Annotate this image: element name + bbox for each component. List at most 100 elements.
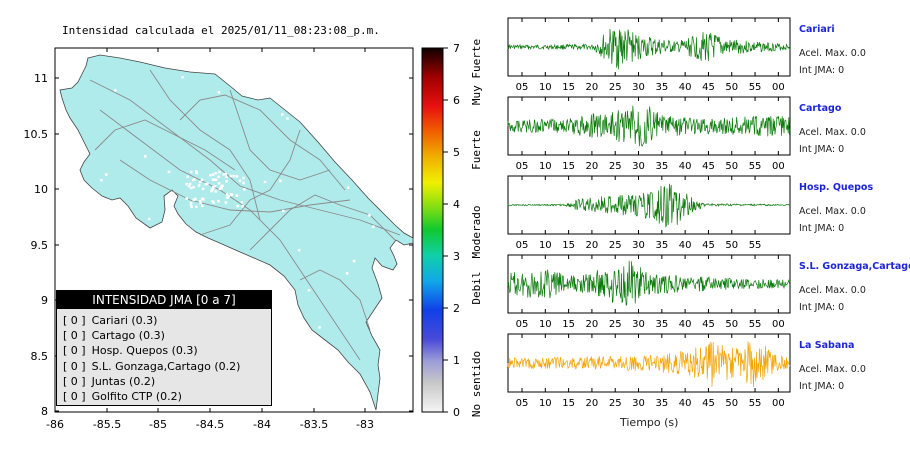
station-dot	[209, 173, 212, 177]
y-tick-label: 9.5	[31, 239, 49, 252]
legend-row-name: Cartago (0.3)	[91, 329, 165, 343]
station-dot	[214, 178, 218, 181]
time-tick-label: 45	[702, 319, 715, 330]
time-tick-label: 25	[609, 161, 622, 172]
colorbar-tick-label: 5	[453, 146, 460, 159]
time-tick-label: 30	[632, 82, 645, 93]
time-tick-label: 55	[749, 82, 762, 93]
legend-row-name: Cariari (0.3)	[91, 314, 158, 327]
station-dot	[187, 184, 191, 188]
station-dot	[238, 179, 242, 183]
seismogram-panel: 05 10 15 20 25 30 35 40 45 50 55 00	[507, 333, 791, 409]
colorbar-level-label: Muy Fuerte	[470, 39, 483, 105]
waveform-trace	[507, 341, 791, 388]
legend-row: [ 0 ] S.L. Gonzaga,Cartago (0.2)	[63, 359, 271, 374]
time-tick-label: 15	[562, 398, 575, 409]
y-tick-label: 8	[41, 405, 48, 418]
time-tick-label: 55	[749, 398, 762, 409]
station-dot	[148, 217, 151, 221]
station-dot	[213, 184, 217, 188]
map-title: Intensidad calculada el 2025/01/11_08:23…	[62, 24, 380, 37]
time-tick-label: 50	[725, 319, 738, 330]
time-tick-label: 35	[655, 398, 668, 409]
time-tick-label: 40	[679, 319, 692, 330]
station-dot	[372, 225, 375, 228]
seismogram-panel: 05 10 15 20 25 30 35 40 45 50 55 00	[507, 17, 791, 93]
station-dot	[221, 184, 224, 187]
station-dot	[307, 289, 311, 292]
road-line	[119, 159, 351, 213]
station-dot	[195, 171, 198, 174]
legend-row: [ 0 ] Hosp. Quepos (0.3)	[63, 343, 271, 358]
seismogram-panel: 05 10 15 20 25 30 35 40 45 50 55 00	[507, 96, 791, 172]
waveform-trace	[507, 260, 791, 307]
station-dot	[225, 175, 228, 179]
time-tick-label: 20	[586, 161, 599, 172]
x-tick-label: -83.5	[300, 418, 328, 431]
road-line	[229, 89, 331, 181]
station-accel: Acel. Max. 0.0	[799, 127, 866, 138]
time-tick-label: 35	[655, 161, 668, 172]
station-dot	[218, 170, 221, 174]
time-tick-label: 45	[702, 398, 715, 409]
time-tick-label: 00	[772, 161, 785, 172]
station-dot	[143, 254, 146, 257]
station-dot	[114, 89, 117, 92]
station-jma: Int JMA: 0	[799, 144, 845, 155]
station-dot	[263, 180, 267, 184]
station-dot	[240, 200, 244, 204]
legend-row: [ 0 ] Cartago (0.3)	[63, 328, 271, 343]
station-dot	[345, 272, 349, 275]
road-line	[149, 69, 261, 221]
time-tick-label: 10	[539, 161, 552, 172]
station-dot	[201, 187, 205, 191]
time-tick-label: 30	[632, 398, 645, 409]
colorbar-ticks: 0 1 2 3 4 5 6 7	[443, 42, 460, 419]
station-dot	[297, 248, 301, 252]
time-tick-label: 25	[609, 319, 622, 330]
station-dot	[330, 119, 334, 123]
station-dot	[214, 190, 217, 193]
station-dot	[189, 203, 193, 206]
legend-row: [ 0 ] Cariari (0.3)	[63, 313, 271, 328]
station-dot	[210, 189, 213, 193]
station-dot	[225, 193, 229, 196]
station-dot	[204, 182, 207, 186]
time-tick-label: 35	[655, 240, 668, 251]
time-tick-label: 45	[702, 161, 715, 172]
station-dot	[274, 302, 277, 305]
x-tick-label: -84.5	[196, 418, 224, 431]
station-dot	[185, 182, 188, 186]
y-tick-label: 8.5	[31, 350, 49, 363]
station-dot	[236, 204, 240, 208]
station-accel: Acel. Max. 0.0	[799, 48, 866, 59]
station-dot	[222, 173, 225, 176]
station-dot	[368, 214, 371, 217]
station-name: Cartago	[799, 103, 842, 114]
station-dot	[217, 175, 220, 179]
station-dot	[189, 186, 193, 190]
station-dot	[352, 259, 356, 263]
time-tick-label: 05	[516, 161, 529, 172]
station-dot	[281, 113, 284, 116]
legend-row-value: [ 0 ]	[63, 329, 86, 343]
station-dot	[189, 170, 193, 174]
station-accel: Acel. Max. 0.0	[799, 285, 866, 296]
station-dot	[242, 181, 245, 185]
station-dot	[213, 178, 216, 181]
station-dot	[189, 201, 193, 205]
seismogram-panels: 05 10 15 20 25 30 35 40 45 50 55 00 05 10 15 20 25 30 35 40…	[507, 17, 791, 409]
x-tick-label: -85	[149, 418, 167, 431]
time-tick-label: 30	[632, 319, 645, 330]
station-dot	[197, 184, 201, 187]
legend-row-name: Juntas (0.2)	[91, 374, 156, 388]
station-name: S.L. Gonzaga,Cartago	[799, 261, 910, 272]
station-dot	[195, 205, 198, 208]
colorbar-tick-label: 4	[453, 198, 460, 211]
time-tick-label: 55	[749, 319, 762, 330]
station-dot	[181, 76, 184, 79]
legend-row-value: [ 0 ]	[63, 359, 86, 373]
station-dot	[229, 193, 233, 196]
station-dot	[192, 185, 195, 189]
time-tick-label: 20	[586, 319, 599, 330]
